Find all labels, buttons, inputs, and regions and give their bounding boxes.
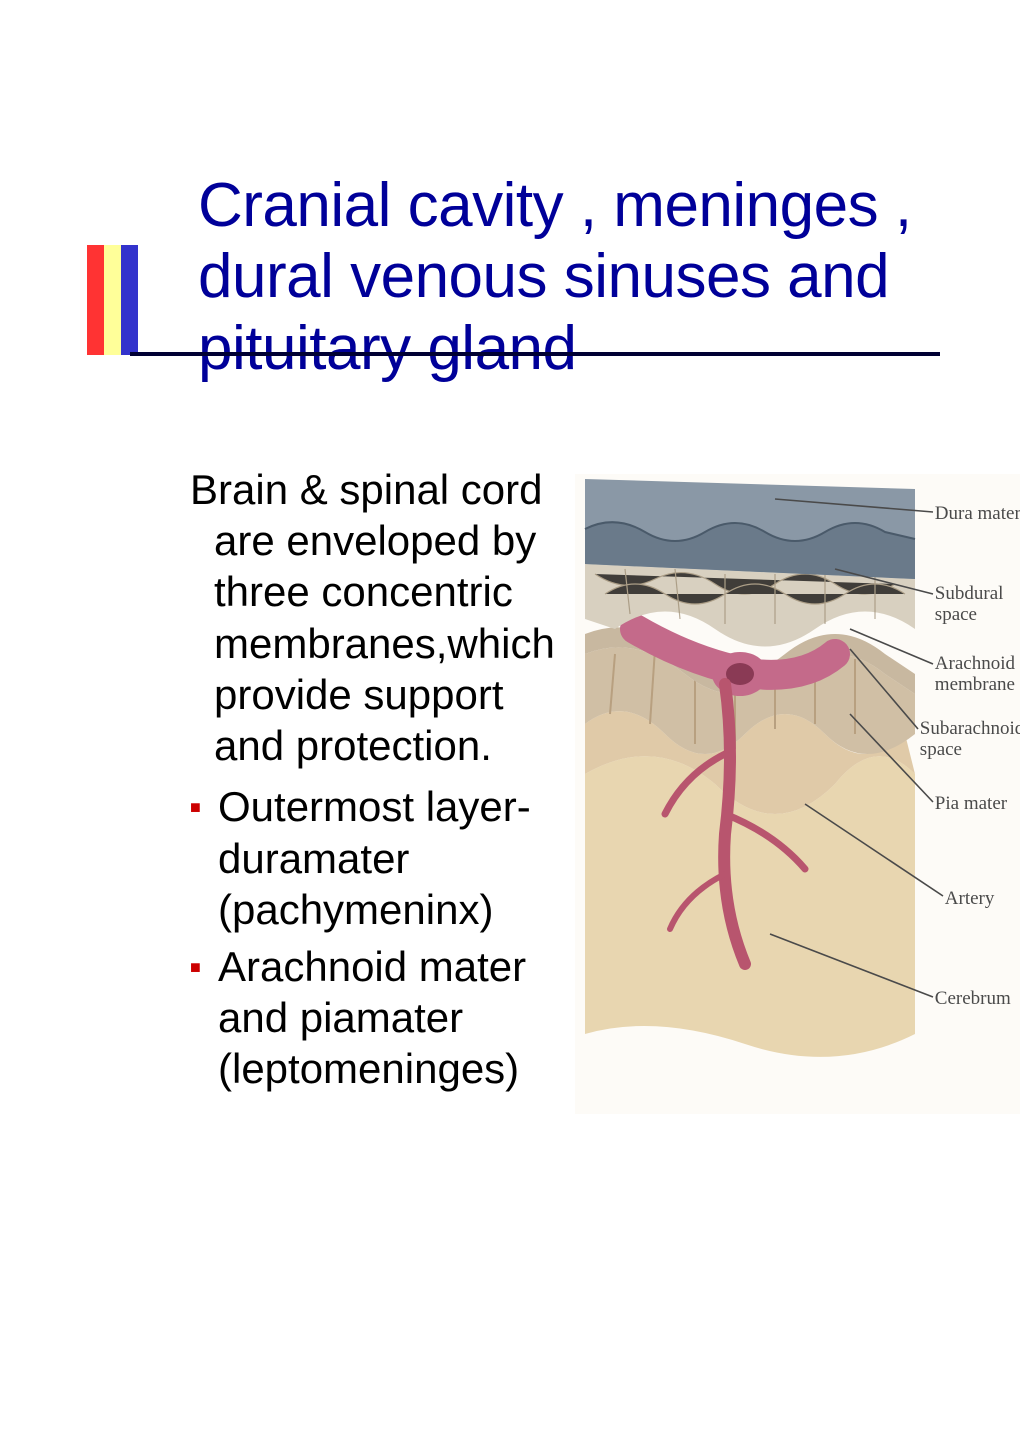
diagram-column: Dura mater Subduralspace Arachnoidmembra… [575,474,1020,1114]
title-underline [130,352,940,356]
bullet-marker-icon: ■ [190,941,218,979]
title-block: Cranial cavity , meninges , dural venous… [90,170,960,384]
diagram-label: Cerebrum [935,989,1011,1010]
text-column: Brain & spinal cord are enveloped by thr… [190,464,555,1114]
body-area: Brain & spinal cord are enveloped by thr… [90,454,960,1114]
intro-paragraph: Brain & spinal cord are enveloped by thr… [190,464,555,771]
diagram-label: Dura mater [935,504,1020,525]
meninges-diagram: Dura mater Subduralspace Arachnoidmembra… [575,474,1020,1114]
bullet-item: ■ Arachnoid mater and piamater (leptomen… [190,941,555,1095]
diagram-label: Arachnoidmembrane [935,654,1015,696]
slide-content: Cranial cavity , meninges , dural venous… [0,0,1020,1442]
diagram-label: Subduralspace [935,584,1004,626]
diagram-label: Subarachnoidspace [920,719,1020,761]
diagram-label: Artery [945,889,995,910]
bullet-marker-icon: ■ [190,781,218,819]
bullet-text: Arachnoid mater and piamater (leptomenin… [218,941,555,1095]
bullet-text: Outermost layer-duramater (pachymeninx) [218,781,555,935]
bullet-item: ■ Outermost layer-duramater (pachymeninx… [190,781,555,935]
accent-bars [87,245,138,355]
diagram-label: Pia mater [935,794,1007,815]
accent-bar-yellow [104,245,121,355]
accent-bar-red [87,245,104,355]
accent-bar-blue [121,245,138,355]
